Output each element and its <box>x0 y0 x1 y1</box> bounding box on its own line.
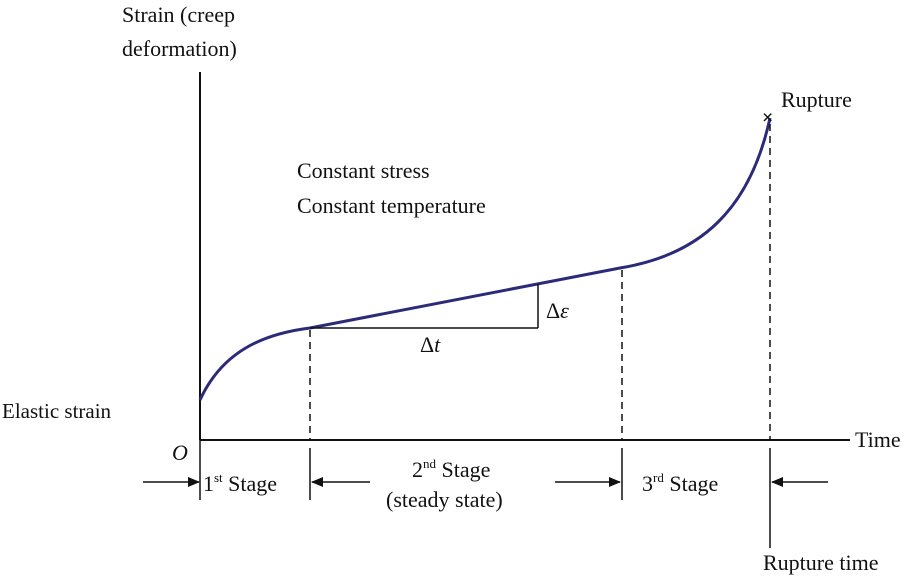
origin-label: O <box>172 440 188 465</box>
delta-t-label: Δt <box>420 332 441 357</box>
rupture-marker: × <box>762 107 773 129</box>
elastic-strain-label: Elastic strain <box>2 399 112 423</box>
rupture-time-label: Rupture time <box>763 550 878 575</box>
constant-temperature-label: Constant temperature <box>297 193 486 218</box>
constant-stress-label: Constant stress <box>297 158 430 183</box>
x-axis-label: Time <box>855 427 901 452</box>
y-axis-label-line1: Strain (creep <box>122 2 235 27</box>
stage2-label: 2nd Stage <box>412 456 490 482</box>
stage2-sublabel: (steady state) <box>386 487 503 512</box>
y-axis-label-line2: deformation) <box>122 36 237 61</box>
stage3-label: 3rd Stage <box>642 470 718 496</box>
stage1-label: 1st Stage <box>203 470 277 496</box>
delta-epsilon-label: Δε <box>546 298 569 323</box>
rupture-label: Rupture <box>781 87 852 112</box>
creep-curve <box>198 117 772 401</box>
